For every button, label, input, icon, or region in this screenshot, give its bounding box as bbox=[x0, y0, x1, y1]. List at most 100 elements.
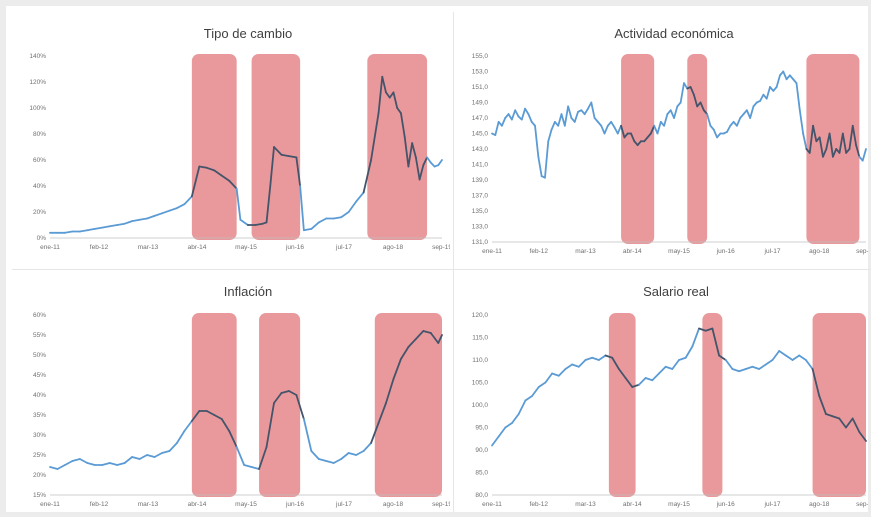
series-line-segment bbox=[168, 442, 178, 452]
series-line-segment bbox=[765, 86, 771, 100]
series-line-segment bbox=[101, 462, 111, 466]
series-line-segment bbox=[804, 359, 814, 370]
series-line-segment bbox=[638, 377, 647, 386]
series-line-segment bbox=[340, 452, 350, 460]
series-line-segment bbox=[235, 446, 246, 466]
chart-panel-salario-real: Salario real 80,0 85,0 90,0 95,0 100,0 105,0 1… bbox=[456, 273, 868, 511]
series-line-segment bbox=[491, 435, 500, 447]
series-line-segment bbox=[822, 148, 828, 158]
x-tick-label: jun-16 bbox=[716, 501, 735, 508]
series-line-segment bbox=[131, 218, 141, 223]
y-tick-label: 120,0 bbox=[472, 312, 489, 319]
shaded-period-1 bbox=[191, 54, 237, 240]
x-tick-label: jun-16 bbox=[285, 244, 304, 251]
series-line-segment bbox=[302, 227, 313, 232]
series-line-segment bbox=[683, 82, 689, 90]
series-line-segment bbox=[228, 179, 238, 190]
series-line-segment bbox=[302, 418, 313, 452]
series-line-segment bbox=[426, 156, 432, 164]
series-line-segment bbox=[123, 456, 134, 464]
x-tick-label: jun-16 bbox=[716, 248, 735, 255]
series-line-segment bbox=[414, 156, 421, 181]
series-line-segment bbox=[511, 413, 520, 424]
x-tick-label: sep-19 bbox=[432, 244, 450, 251]
series-line-segment bbox=[497, 426, 507, 438]
series-line-segment bbox=[153, 452, 163, 458]
y-tick-label: 137,0 bbox=[472, 193, 489, 200]
series-line-segment bbox=[429, 332, 440, 344]
series-line-segment bbox=[663, 113, 669, 127]
series-line-segment bbox=[731, 368, 741, 373]
series-line-segment bbox=[183, 195, 193, 206]
series-line-segment bbox=[573, 110, 579, 123]
x-tick-label: jun-16 bbox=[285, 501, 304, 508]
series-line-segment bbox=[825, 413, 834, 418]
series-line-segment bbox=[656, 120, 662, 135]
series-line-segment bbox=[841, 132, 848, 154]
series-line-segment bbox=[213, 169, 223, 177]
series-line-segment bbox=[176, 430, 186, 444]
x-tick-label: ago-18 bbox=[383, 501, 404, 508]
chart-panel-actividad-economica: Actividad económica 131,0 133,0 135,0 137,0… bbox=[456, 12, 868, 266]
x-tick-label: jul-17 bbox=[335, 244, 352, 251]
series-line-segment bbox=[295, 394, 305, 420]
chart-svg-inflacion: Inflación 15% 20% 25% 30% 35% 40% 45% 50% 55% 60%… bbox=[33, 284, 450, 508]
y-tick-label: 60% bbox=[33, 157, 46, 164]
x-tick-label: mar-13 bbox=[138, 501, 159, 508]
series-line-segment bbox=[848, 124, 854, 150]
series-line-segment bbox=[108, 462, 119, 466]
series-line-segment bbox=[610, 120, 616, 129]
y-tick-label: 50% bbox=[33, 352, 46, 359]
chart-svg-salario-real: Salario real 80,0 85,0 90,0 95,0 100,0 105,0 1… bbox=[472, 284, 868, 508]
series-line-segment bbox=[213, 414, 223, 420]
series-line-segment bbox=[392, 358, 402, 380]
y-tick-label: 30% bbox=[33, 432, 46, 439]
y-tick-label: 35% bbox=[33, 412, 46, 419]
series-line-segment bbox=[176, 203, 186, 210]
series-line-segment bbox=[392, 91, 399, 109]
series-line-segment bbox=[537, 381, 547, 388]
series-line-segment bbox=[544, 140, 550, 179]
shaded-period-1 bbox=[191, 313, 237, 497]
series-line-segment bbox=[190, 165, 201, 198]
series-line-segment bbox=[838, 417, 847, 429]
series-line-segment bbox=[317, 458, 328, 462]
x-tick-label: ago-18 bbox=[383, 244, 404, 251]
series-line-segment bbox=[280, 390, 290, 394]
series-line-segment bbox=[775, 74, 781, 88]
x-tick-label: jul-17 bbox=[764, 248, 781, 255]
series-line-segment bbox=[422, 156, 428, 167]
series-line-segment bbox=[288, 390, 298, 396]
series-line-segment bbox=[778, 350, 787, 357]
x-tick-label: abr-14 bbox=[188, 244, 207, 251]
series-line-segment bbox=[400, 112, 406, 138]
y-tick-label: 100,0 bbox=[472, 402, 489, 409]
x-tick-label: sep-19 bbox=[432, 501, 450, 508]
series-line-segment bbox=[699, 101, 705, 112]
series-line-segment bbox=[131, 456, 141, 460]
series-line-segment bbox=[537, 155, 543, 178]
series-line-segment bbox=[706, 113, 712, 127]
x-tick-label: abr-14 bbox=[188, 501, 207, 508]
series-line-segment bbox=[299, 185, 305, 232]
series-line-segment bbox=[437, 159, 443, 167]
series-line-segment bbox=[658, 365, 667, 375]
y-tick-label: 115,0 bbox=[472, 335, 488, 342]
series-line-segment bbox=[764, 359, 774, 366]
series-line-segment bbox=[689, 86, 695, 96]
y-tick-label: 20% bbox=[33, 472, 46, 479]
series-line-segment bbox=[590, 101, 596, 119]
y-tick-label: 40% bbox=[33, 183, 46, 190]
series-line-segment bbox=[64, 460, 74, 466]
series-line-segment bbox=[265, 402, 275, 448]
series-line-segment bbox=[784, 354, 794, 361]
series-line-segment bbox=[310, 450, 320, 460]
x-tick-label: mar-13 bbox=[575, 248, 596, 255]
series-line-segment bbox=[611, 356, 620, 370]
x-tick-label: feb-12 bbox=[530, 501, 549, 508]
series-line-segment bbox=[235, 187, 242, 221]
shaded-period-3 bbox=[374, 313, 442, 497]
series-line-segment bbox=[698, 327, 707, 332]
series-line-segment bbox=[310, 221, 320, 230]
chart-panel-inflacion: Inflación 15% 20% 25% 30% 35% 40% 45% 50% 55% 60%… bbox=[12, 273, 450, 511]
